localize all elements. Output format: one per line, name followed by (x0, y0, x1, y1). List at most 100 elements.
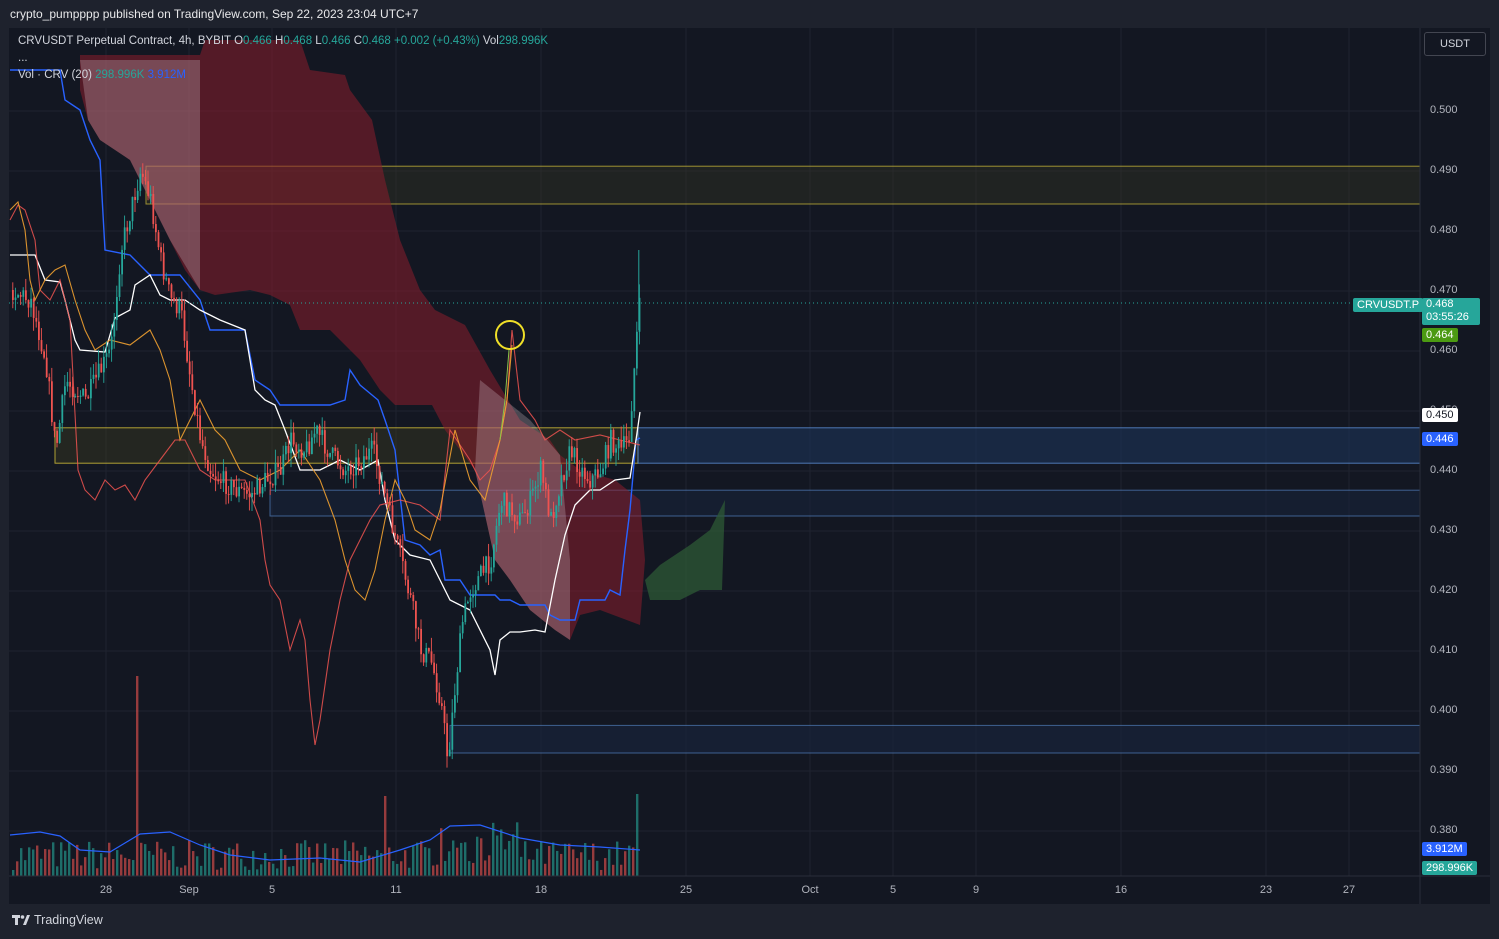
candle-body (383, 481, 386, 494)
volume-bar (580, 852, 583, 876)
volume-bar (128, 859, 131, 876)
volume-bar (132, 860, 135, 876)
candle-body (532, 488, 534, 491)
volume-bar (540, 841, 543, 876)
volume-bar (184, 865, 187, 876)
candle-body (103, 356, 105, 373)
volume-bar (448, 851, 451, 876)
volume-bar (408, 867, 411, 876)
candle-body (108, 349, 110, 354)
candle-body (157, 232, 160, 248)
candle-body (370, 440, 373, 449)
candle-body (347, 466, 350, 471)
candle-body (118, 274, 121, 298)
volume-bar (280, 848, 283, 876)
candle-body (240, 486, 243, 488)
volume-bar (564, 843, 567, 876)
candle-body (571, 446, 573, 458)
candle-body (84, 388, 87, 397)
volume-bar (308, 847, 311, 876)
volume-bar (480, 838, 483, 876)
volume-bar (240, 858, 243, 876)
candle-body (256, 478, 259, 495)
last-price-value: 0.468 (1426, 298, 1454, 310)
candle-body (396, 535, 399, 540)
volume-bar (624, 851, 627, 876)
candle-body (162, 252, 165, 280)
time-tick: 11 (390, 884, 402, 896)
candle-body (64, 386, 66, 396)
legend-volume-indicator: Vol · CRV (20) 298.996K 3.912M (18, 69, 186, 81)
legend-more[interactable]: ... (18, 52, 28, 64)
candle-body (186, 340, 188, 362)
volume-bar (400, 861, 403, 876)
candle-body (32, 298, 35, 318)
volume-bar (440, 828, 443, 876)
tradingview-logo[interactable]: TradingView (12, 913, 103, 927)
currency-button[interactable]: USDT (1424, 32, 1486, 56)
volume-bar (356, 850, 359, 876)
candle-body (48, 377, 51, 382)
volume-bar (432, 865, 435, 876)
candle-body (126, 227, 129, 232)
candle-body (204, 446, 207, 461)
time-tick: 16 (1114, 884, 1128, 896)
candle-body (326, 453, 329, 457)
volume-bar (24, 860, 27, 876)
candle-body (173, 297, 175, 302)
volume-bar (420, 841, 423, 876)
candle-body (142, 173, 144, 177)
volume-bar (444, 860, 447, 876)
volume-bar (472, 862, 475, 876)
legend-symbol[interactable]: CRVUSDT Perpetual Contract, 4h, BYBIT (18, 35, 231, 47)
candle-body (589, 481, 591, 488)
candle-body (149, 194, 152, 197)
legend-low-label: L (315, 35, 322, 47)
volume-bar (272, 863, 275, 876)
volume-bar (520, 856, 523, 876)
volume-bar (276, 868, 279, 876)
volume-bar (536, 848, 539, 876)
candle-body (233, 480, 235, 488)
candle-body (152, 194, 155, 225)
candle-body (487, 556, 490, 574)
candle-body (344, 470, 347, 476)
volume-bar (320, 862, 323, 876)
candle-body (480, 565, 482, 577)
bear-cloud (80, 40, 645, 640)
volume-bar (260, 864, 263, 876)
candle-body (285, 445, 287, 455)
candle-body (209, 470, 212, 474)
volume-bar (44, 849, 47, 876)
volume-bar (376, 850, 379, 876)
volume-bar (152, 854, 155, 876)
candle-body (584, 467, 586, 479)
candle-body (324, 430, 326, 454)
candle-body (248, 493, 251, 498)
candle-body (303, 452, 305, 458)
footer-brand: TradingView (34, 913, 103, 927)
volume-bar (460, 842, 463, 876)
candle-body (586, 478, 589, 482)
vol-indicator-label[interactable]: Vol · CRV (20) (18, 69, 92, 81)
volume-bar (224, 851, 227, 876)
candle-body (222, 471, 225, 483)
price-tick: 0.430 (1430, 524, 1458, 536)
volume-bar (296, 843, 299, 876)
volume-bar (68, 842, 71, 876)
candle-body (178, 300, 181, 314)
volume-bar (80, 865, 83, 876)
candle-body (378, 466, 381, 484)
time-tick: 27 (1342, 884, 1356, 896)
volume-bar (60, 842, 63, 876)
candle-body (82, 388, 84, 396)
candle-body (576, 448, 578, 473)
candle-body (290, 432, 292, 454)
volume-bar (84, 857, 87, 876)
time-tick: 23 (1259, 884, 1273, 896)
symbol-price-label: CRVUSDT.P (1353, 298, 1424, 312)
time-tick: 18 (534, 884, 548, 896)
volume-bar (300, 843, 303, 876)
candle-body (495, 525, 498, 545)
